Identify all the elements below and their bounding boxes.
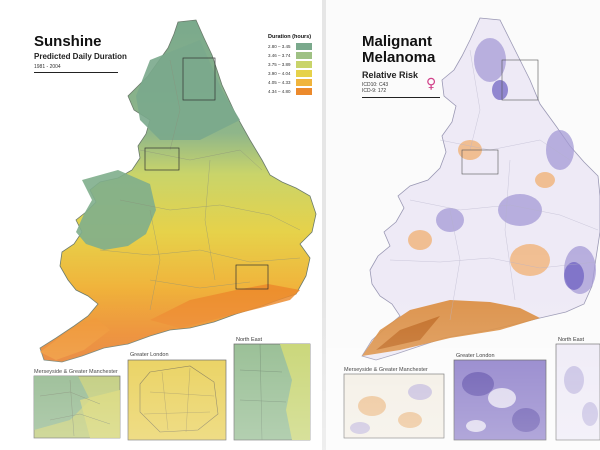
legend-label: 3.90 – 4.04 [268, 71, 291, 76]
melanoma-code-2: ICD-9: 172 [362, 88, 387, 94]
sunshine-england-wales-shape [39, 19, 317, 363]
sunshine-inset-label-northeast: North East [236, 337, 262, 343]
legend-swatch [296, 70, 312, 77]
legend-title: Duration (hours) [268, 34, 312, 40]
legend-swatch [296, 43, 312, 50]
legend-row: 3.90 – 4.04 [268, 69, 318, 78]
legend-label: 4.34 – 4.80 [268, 89, 291, 94]
sunshine-title: Sunshine [34, 33, 102, 50]
female-symbol-icon: ♀ [426, 76, 437, 92]
sunshine-title-rule [34, 72, 118, 73]
melanoma-title-rule [362, 97, 440, 98]
sunshine-insets [33, 343, 311, 441]
melanoma-code-1: ICD10: C43 [362, 82, 389, 88]
legend-row: 3.75 – 3.89 [268, 60, 318, 69]
legend-swatch [296, 88, 312, 95]
melanoma-title-line1: Malignant [362, 33, 432, 50]
legend-label: 3.75 – 3.89 [268, 62, 291, 67]
sunshine-inset-label-merseyside: Merseyside & Greater Manchester [34, 369, 118, 375]
melanoma-inset-label-northeast: North East [558, 337, 584, 343]
legend-row: 3.46 – 3.74 [268, 51, 318, 60]
sunshine-inset-label-london: Greater London [130, 352, 169, 358]
sunshine-subtitle: Predicted Daily Duration [34, 52, 127, 61]
legend-label: 2.80 – 3.45 [268, 44, 291, 49]
melanoma-england-wales-shape [361, 17, 600, 361]
legend-row: 2.80 – 3.45 [268, 42, 318, 51]
panel-divider [322, 0, 326, 450]
sunshine-legend: Duration (hours) 2.80 – 3.45 3.46 – 3.74… [268, 34, 318, 96]
legend-swatch [296, 52, 312, 59]
legend-swatch [296, 61, 312, 68]
legend-row: 4.34 – 4.80 [268, 87, 318, 96]
melanoma-inset-label-merseyside: Merseyside & Greater Manchester [344, 367, 428, 373]
legend-swatch [296, 79, 312, 86]
melanoma-title-line2: Melanoma [362, 49, 436, 66]
legend-label: 3.46 – 3.74 [268, 53, 291, 58]
melanoma-insets [343, 343, 600, 441]
sunshine-years: 1981 - 2004 [34, 64, 61, 70]
melanoma-inset-label-london: Greater London [456, 353, 495, 359]
melanoma-subtitle: Relative Risk [362, 70, 419, 80]
legend-row: 4.05 – 4.33 [268, 78, 318, 87]
legend-label: 4.05 – 4.33 [268, 80, 291, 85]
